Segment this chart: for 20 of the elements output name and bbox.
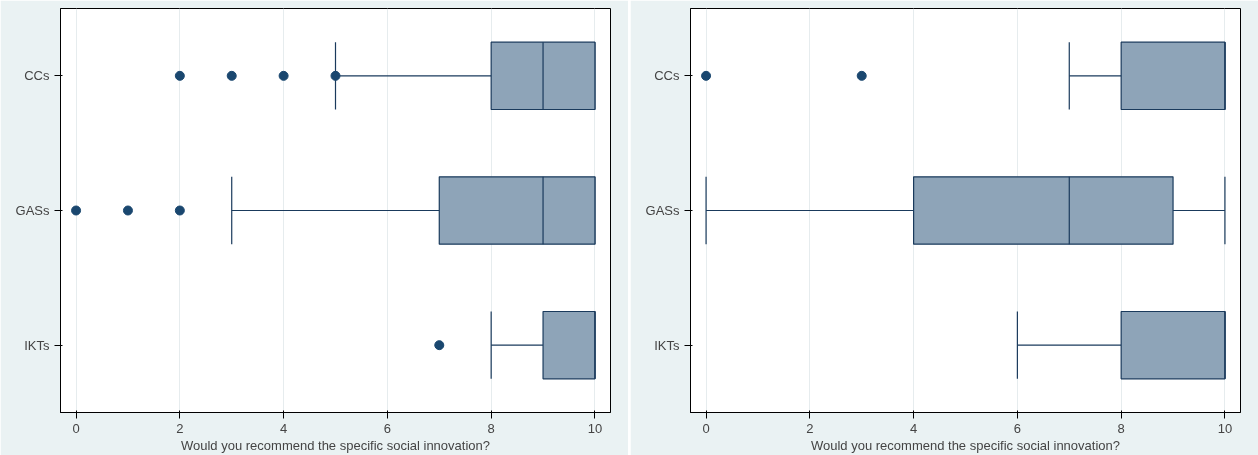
x-tick-label: 2 <box>806 420 814 436</box>
x-tick-label: 10 <box>587 420 603 436</box>
x-axis-title: Would you recommend the specific social innovation? <box>810 437 1121 453</box>
x-tick-label: 2 <box>176 420 184 436</box>
x-tick-label: 6 <box>1013 420 1022 436</box>
y-tick-label: GASs <box>645 203 680 218</box>
x-tick-label: 0 <box>72 420 80 436</box>
x-tick-label: 8 <box>1117 420 1125 436</box>
y-tick-label: CCs <box>654 68 680 84</box>
y-tick-label: CCs <box>24 68 50 84</box>
x-tick-label: 0 <box>702 420 710 436</box>
y-tick-label: IKTs <box>24 337 50 353</box>
x-tick-label: 4 <box>910 420 918 436</box>
x-tick-label: 6 <box>383 420 392 436</box>
x-tick-label: 4 <box>280 420 288 436</box>
x-tick-label: 8 <box>487 420 495 436</box>
x-tick-label: 10 <box>1217 420 1233 436</box>
x-axis-title: Would you recommend the specific social innovation? <box>180 437 491 453</box>
y-tick-label: IKTs <box>654 337 680 353</box>
y-tick-label: GASs <box>15 203 50 218</box>
